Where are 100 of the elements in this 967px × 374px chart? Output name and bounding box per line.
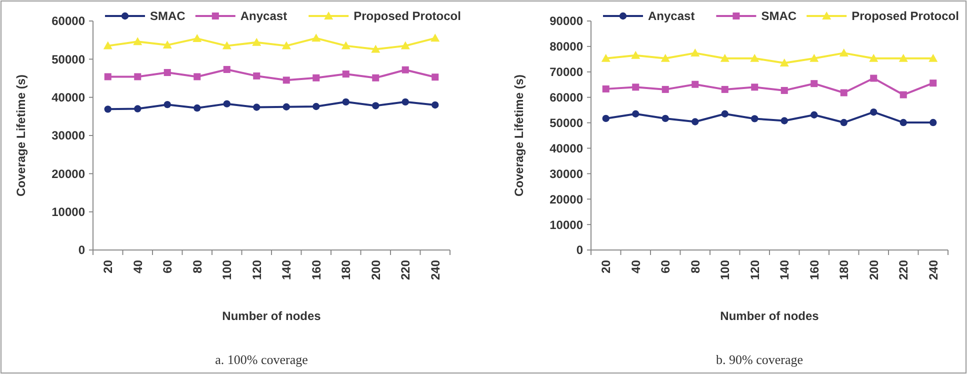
point bbox=[780, 117, 788, 124]
point bbox=[721, 86, 728, 93]
y-tick-label: 20000 bbox=[52, 166, 86, 181]
point bbox=[870, 74, 878, 82]
legend-label: SMAC bbox=[761, 9, 797, 24]
x-tick-label: 140 bbox=[778, 260, 792, 280]
point bbox=[432, 74, 439, 81]
y-tick-label: 80000 bbox=[550, 40, 584, 54]
point bbox=[104, 73, 112, 80]
x-tick-label: 240 bbox=[428, 260, 442, 280]
x-tick-label: 100 bbox=[718, 260, 732, 280]
point bbox=[839, 48, 848, 57]
x-tick-label: 20 bbox=[599, 260, 614, 274]
point bbox=[162, 40, 172, 49]
point bbox=[402, 66, 409, 74]
x-tick-label: 120 bbox=[748, 260, 762, 280]
point bbox=[402, 98, 409, 106]
point bbox=[133, 37, 142, 46]
x-tick-label: 40 bbox=[628, 260, 643, 274]
point bbox=[282, 41, 291, 50]
point bbox=[840, 118, 848, 126]
x-tick-label: 40 bbox=[130, 260, 145, 274]
point bbox=[720, 54, 730, 62]
point bbox=[192, 34, 202, 42]
point bbox=[780, 86, 788, 94]
point bbox=[342, 70, 350, 78]
point bbox=[312, 74, 320, 82]
x-tick-label: 180 bbox=[339, 260, 354, 280]
point bbox=[632, 84, 640, 91]
x-tick-label: 200 bbox=[866, 260, 881, 280]
point bbox=[662, 114, 669, 122]
point bbox=[164, 100, 171, 108]
x-tick-label: 240 bbox=[926, 260, 940, 280]
y-tick-label: 90000 bbox=[550, 14, 584, 28]
x-tick-label: 80 bbox=[190, 260, 204, 274]
x-tick-label: 20 bbox=[101, 260, 116, 274]
y-tick-label: 20000 bbox=[550, 192, 584, 206]
point bbox=[810, 111, 818, 118]
y-tick-label: 60000 bbox=[52, 14, 86, 28]
point bbox=[632, 110, 640, 118]
legend-label: Proposed Protocol bbox=[354, 9, 461, 24]
point bbox=[194, 73, 201, 80]
y-tick-label: 30000 bbox=[550, 166, 584, 181]
point bbox=[602, 85, 610, 92]
x-tick-label: 80 bbox=[688, 260, 702, 274]
x-tick-label: 220 bbox=[398, 260, 413, 280]
point bbox=[103, 41, 112, 50]
point bbox=[341, 41, 350, 50]
point bbox=[631, 50, 640, 59]
legend-label: Anycast bbox=[648, 9, 695, 24]
x-tick-label: 120 bbox=[250, 260, 264, 280]
point bbox=[930, 80, 937, 87]
y-axis-title: Coverage Lifetime (s) bbox=[512, 74, 526, 197]
point bbox=[928, 54, 938, 62]
point bbox=[253, 104, 260, 111]
x-tick-label: 160 bbox=[807, 260, 822, 280]
x-tick-label: 60 bbox=[658, 260, 673, 274]
point bbox=[840, 89, 848, 96]
point bbox=[312, 34, 321, 42]
point bbox=[869, 54, 878, 62]
y-tick-label: 50000 bbox=[550, 116, 584, 130]
point bbox=[252, 38, 262, 46]
y-tick-label: 50000 bbox=[52, 52, 86, 66]
point bbox=[721, 110, 728, 118]
point bbox=[692, 118, 699, 126]
y-tick-label: 40000 bbox=[550, 141, 584, 156]
x-axis-title: Number of nodes bbox=[720, 309, 820, 323]
point bbox=[223, 66, 230, 73]
point bbox=[371, 44, 380, 53]
point bbox=[692, 80, 699, 88]
x-tick-label: 160 bbox=[309, 260, 324, 280]
point bbox=[312, 102, 320, 110]
point bbox=[810, 54, 819, 62]
point bbox=[282, 103, 290, 110]
x-axis-title: Number of nodes bbox=[222, 309, 322, 323]
point bbox=[134, 73, 142, 80]
point bbox=[660, 54, 670, 62]
point bbox=[898, 54, 908, 62]
legend-label: Proposed Protocol bbox=[852, 9, 959, 24]
point bbox=[342, 98, 350, 106]
point bbox=[104, 106, 112, 113]
y-tick-label: 70000 bbox=[550, 65, 584, 80]
x-tick-label: 180 bbox=[837, 260, 852, 280]
y-tick-label: 0 bbox=[78, 243, 86, 258]
text: a. 100% coverage bbox=[215, 352, 308, 367]
x-tick-label: 60 bbox=[160, 260, 175, 274]
y-tick-label: 60000 bbox=[550, 90, 584, 105]
point bbox=[372, 102, 380, 110]
point bbox=[282, 76, 290, 84]
point bbox=[750, 54, 760, 62]
x-tick-label: 220 bbox=[896, 260, 911, 280]
y-tick-label: 30000 bbox=[52, 128, 86, 143]
point bbox=[372, 74, 380, 82]
point bbox=[222, 41, 232, 50]
point bbox=[430, 34, 440, 42]
point bbox=[164, 69, 171, 76]
point bbox=[690, 48, 700, 57]
legend-label: Anycast bbox=[240, 9, 288, 24]
point bbox=[900, 118, 907, 126]
y-tick-label: 10000 bbox=[52, 205, 86, 220]
